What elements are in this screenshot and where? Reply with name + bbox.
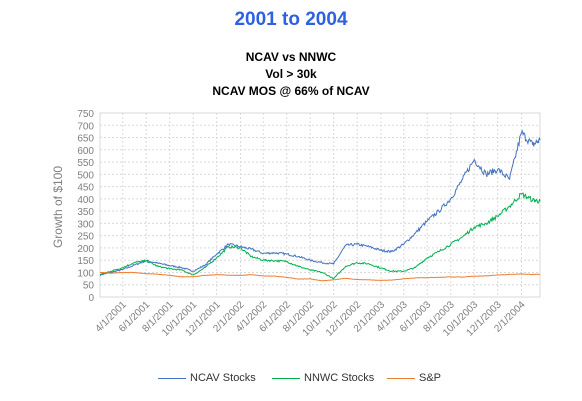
legend-item-nnwc: NNWC Stocks [272,370,374,386]
plot-area [99,112,541,298]
x-tick-labels: 4/1/20016/1/20018/1/200110/1/200112/1/20… [94,299,528,339]
chart-title-line-2: Vol > 30k [265,67,317,81]
y-tick-label: 600 [77,146,94,157]
legend-swatch-nnwc [272,377,300,379]
y-tick-label: 550 [77,158,94,169]
y-axis-label: Growth of $100 [51,166,65,248]
chart-title-line-1: NCAV vs NNWC [245,50,337,64]
y-tick-label: 200 [77,244,94,255]
y-tick-label: 250 [77,232,94,243]
y-tick-label: 300 [77,219,94,230]
y-tick-label: 150 [77,256,94,267]
main-title: 2001 to 2004 [234,9,348,30]
y-tick-label: 0 [88,293,94,304]
y-tick-label: 400 [77,195,94,206]
chart-title-line-3: NCAV MOS @ 66% of NCAV [212,84,370,98]
series-lines [99,129,541,282]
gridlines [99,112,541,298]
y-tick-label: 700 [77,121,94,132]
legend-label-sp: S&P [419,372,442,384]
series-line-nnwc-stocks [100,192,541,280]
y-tick-label: 100 [77,268,94,279]
series-line-s-p [100,271,540,282]
legend-swatch-ncav [158,377,186,379]
legend-item-sp: S&P [387,370,441,386]
series-line-ncav-stocks [99,129,541,276]
legend-item-ncav: NCAV Stocks [158,370,256,386]
y-tick-label: 500 [77,170,94,181]
y-tick-label: 350 [77,207,94,218]
y-tick-label: 50 [83,281,95,292]
y-tick-label: 750 [77,109,94,120]
legend-label-ncav: NCAV Stocks [190,372,256,384]
legend-label-nnwc: NNWC Stocks [304,372,375,384]
y-tick-label: 650 [77,134,94,145]
legend-swatch-sp [387,377,415,379]
y-tick-label: 450 [77,183,94,194]
